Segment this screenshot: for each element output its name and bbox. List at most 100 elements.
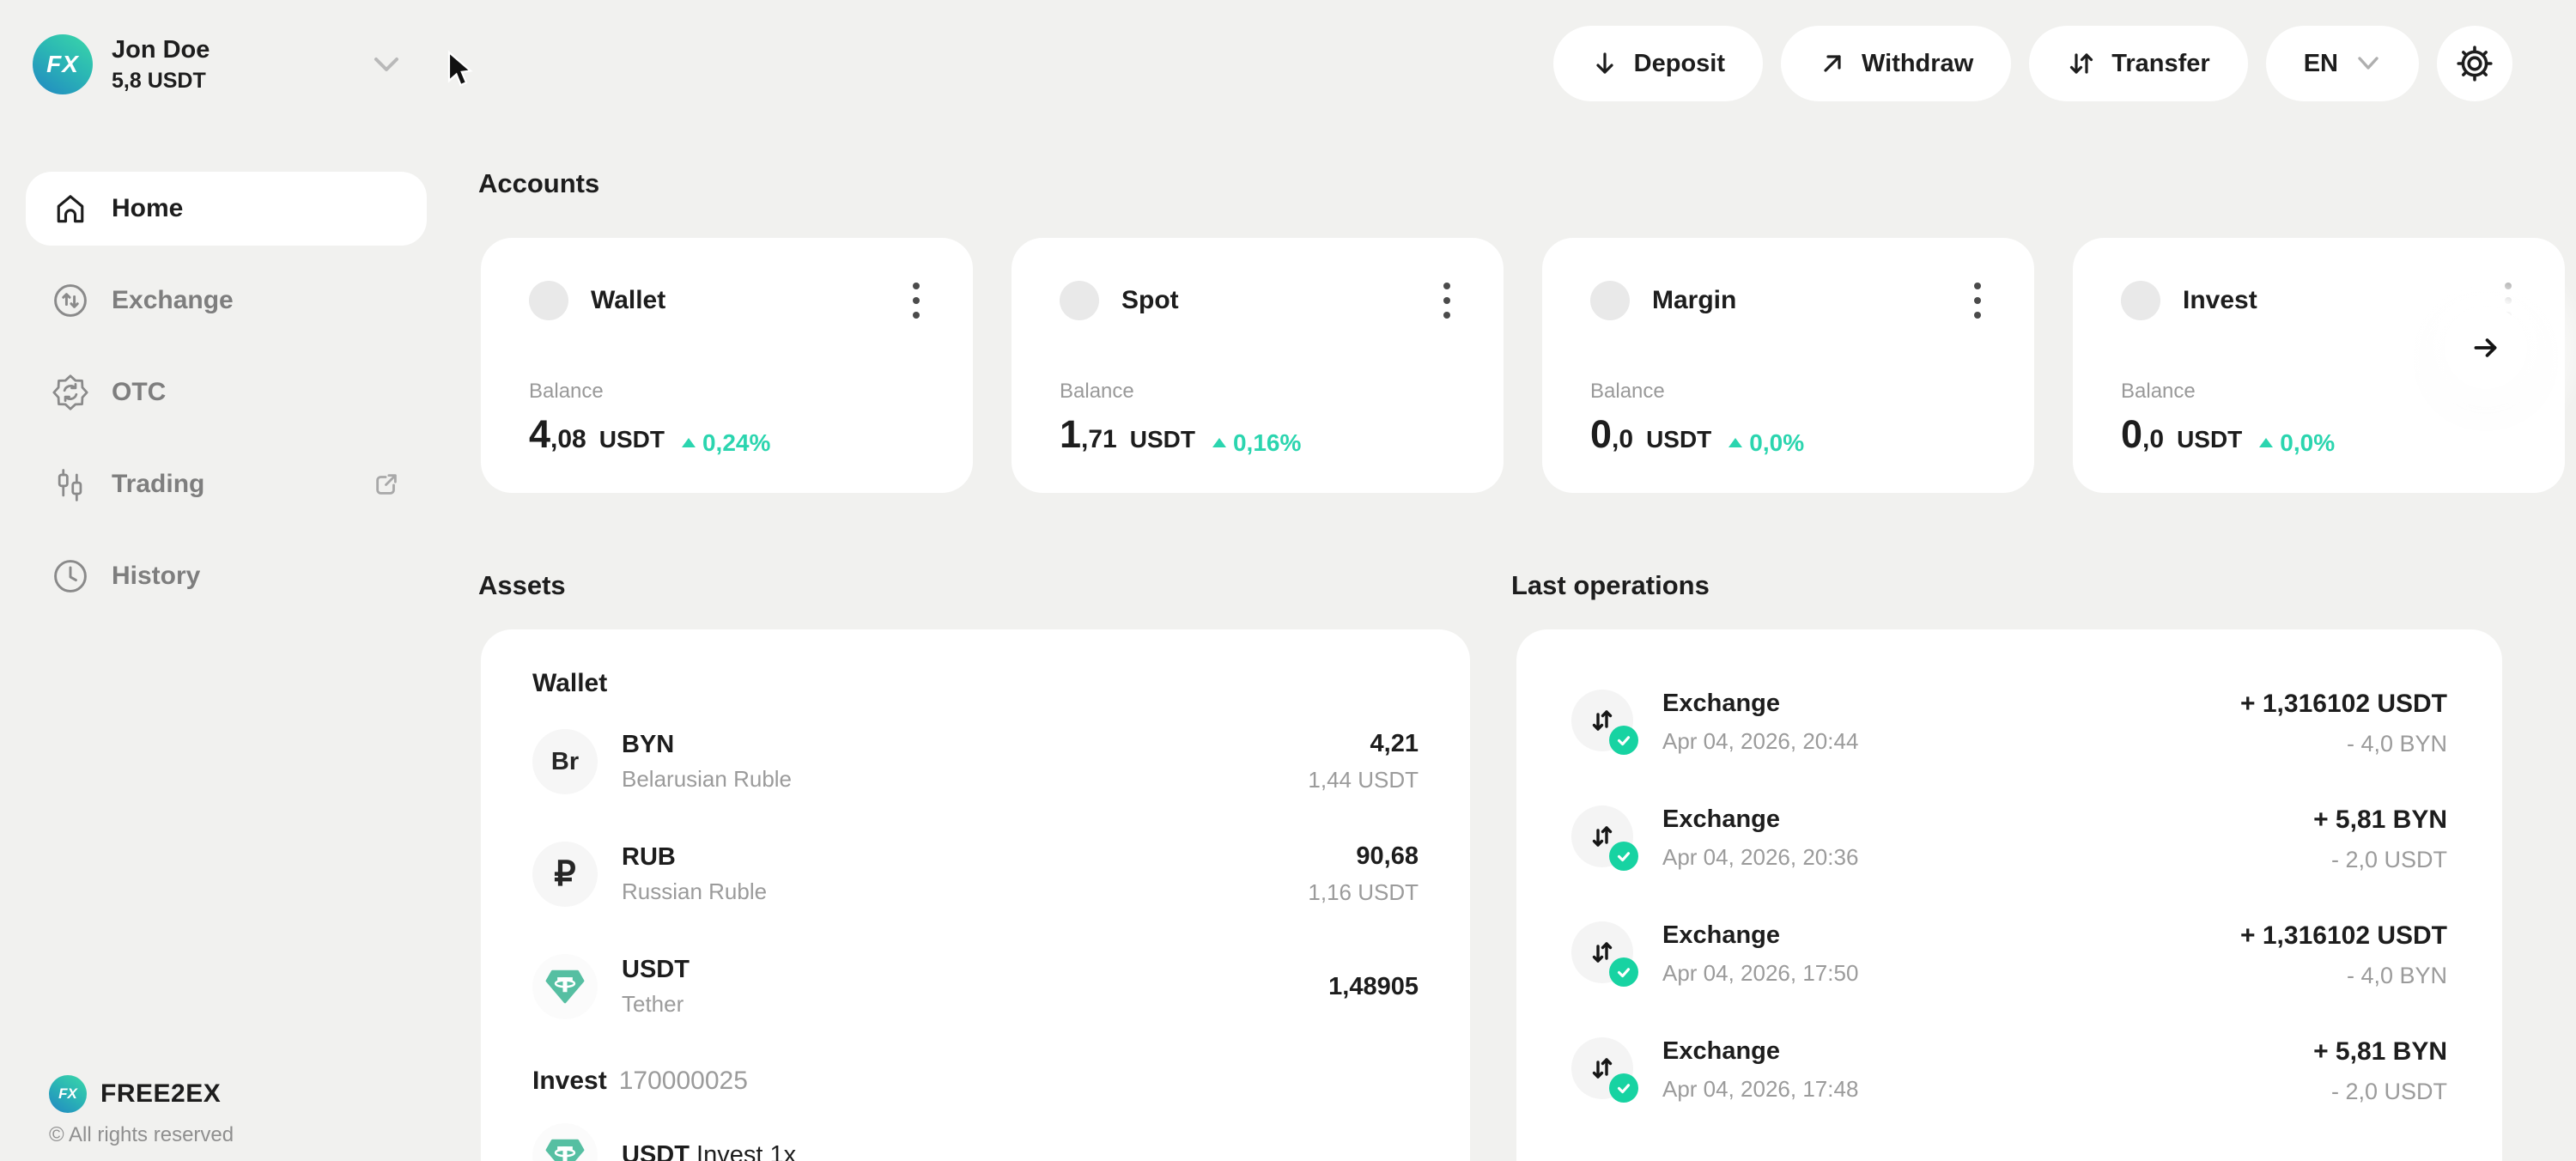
balance-change: 0,16%: [1232, 429, 1302, 456]
operation-type: Exchange: [1662, 921, 1780, 949]
operation-row[interactable]: Exchange Apr 04, 2026, 20:44 + 1,316102 …: [1571, 690, 2447, 757]
account-card-title: Spot: [1121, 286, 1179, 314]
tether-icon: [532, 954, 598, 1019]
balance-label: Balance: [529, 380, 604, 403]
language-selector[interactable]: EN: [2265, 26, 2419, 101]
asset-row-usdt-invest[interactable]: USDT Invest 1x 0,0: [532, 1121, 1419, 1161]
settings-button[interactable]: [2437, 26, 2512, 101]
operation-row[interactable]: Exchange Apr 04, 2026, 17:50 + 1,316102 …: [1571, 921, 2447, 989]
rub-currency-icon: ₽: [532, 842, 598, 907]
success-check-icon: [1609, 1073, 1638, 1103]
invest-group-title: Invest: [532, 1067, 607, 1095]
asset-usdt-value: 1,44 USDT: [1308, 767, 1419, 793]
header-actions: Deposit Withdraw Transfer EN: [1552, 26, 2512, 101]
deposit-button[interactable]: Deposit: [1552, 26, 1764, 101]
balance-dec: ,0: [2142, 425, 2165, 453]
withdraw-button[interactable]: Withdraw: [1781, 26, 2012, 101]
user-balance: 5,8 USDT: [112, 69, 206, 93]
sidebar-item-otc[interactable]: OTC: [26, 356, 427, 429]
operation-credit: + 1,316102 USDT: [2240, 921, 2447, 950]
asset-row-byn[interactable]: Br BYN Belarusian Ruble 4,21 1,44 USDT: [532, 729, 1419, 794]
user-name: Jon Doe: [112, 36, 210, 64]
account-card-wallet[interactable]: Wallet Balance 4 ,08 USDT 0,24%: [481, 238, 973, 493]
home-icon: [57, 195, 84, 223]
sidebar-item-label: Trading: [112, 470, 205, 498]
account-avatar: [1060, 281, 1099, 320]
operation-debit: - 4,0 BYN: [2346, 963, 2447, 988]
avatar-label: FX: [46, 51, 79, 77]
sidebar-item-label: Home: [112, 194, 184, 222]
sidebar-item-home[interactable]: Home: [26, 172, 427, 246]
kebab-menu-icon[interactable]: [908, 277, 925, 324]
balance-currency: USDT: [1129, 426, 1195, 453]
operation-debit: - 4,0 BYN: [2346, 731, 2447, 757]
candlestick-icon: [58, 469, 82, 501]
carousel-next-button[interactable]: [2385, 246, 2576, 449]
exchange-operation-icon: [1571, 690, 1638, 755]
asset-row-usdt[interactable]: USDT Tether 1,48905: [532, 954, 1419, 1019]
account-avatar: [2121, 281, 2160, 320]
operation-row[interactable]: Exchange Apr 04, 2026, 20:36 + 5,81 BYN …: [1571, 805, 2447, 873]
sidebar-item-exchange[interactable]: Exchange: [26, 264, 427, 337]
account-card-margin[interactable]: Margin Balance 0 ,0 USDT 0,0%: [1542, 238, 2034, 493]
byn-symbol: Br: [550, 747, 580, 775]
arrow-down-icon: [1596, 52, 1613, 74]
deposit-label: Deposit: [1633, 49, 1726, 77]
rub-symbol: ₽: [554, 855, 576, 893]
chevron-down-icon[interactable]: [369, 54, 404, 75]
invest-group-id: 170000025: [618, 1067, 748, 1095]
operations-title: Last operations: [1511, 570, 1710, 600]
sidebar-item-history[interactable]: History: [26, 539, 427, 613]
account-card-title: Margin: [1652, 286, 1737, 314]
asset-amount: 1,48905: [1328, 972, 1419, 1000]
asset-row-rub[interactable]: ₽ RUB Russian Ruble 90,68 1,16 USDT: [532, 842, 1419, 907]
account-card-spot[interactable]: Spot Balance 1 ,71 USDT 0,16%: [1012, 238, 1504, 493]
transfer-button[interactable]: Transfer: [2029, 26, 2248, 101]
tether-icon: [532, 1122, 598, 1161]
transfer-arrows-icon: [2070, 53, 2093, 74]
exchange-operation-icon: [1571, 1037, 1638, 1103]
balance-change: 0,0%: [2280, 429, 2336, 456]
arrow-up-right-icon: [1824, 55, 1841, 72]
user-menu[interactable]: FX Jon Doe 5,8 USDT: [33, 34, 404, 94]
account-cards-row: Wallet Balance 4 ,08 USDT 0,24% Spot Bal…: [481, 238, 2565, 493]
triangle-up-icon: [1212, 438, 1226, 447]
copyright-text: © All rights reserved: [49, 1123, 234, 1146]
balance-dec: ,0: [1612, 425, 1634, 453]
balance-int: 1: [1060, 412, 1082, 456]
exchange-operation-icon: [1571, 805, 1638, 871]
triangle-up-icon: [1728, 438, 1743, 447]
balance-int: 0: [2121, 412, 2143, 456]
operation-credit: + 5,81 BYN: [2313, 805, 2447, 834]
byn-currency-icon: Br: [532, 729, 598, 794]
balance-int: 4: [529, 412, 551, 456]
invest-suffix: Invest 1x: [689, 1141, 797, 1161]
triangle-up-icon: [681, 438, 696, 447]
external-link-icon: [376, 474, 397, 495]
balance-currency: USDT: [2177, 426, 2243, 453]
clock-icon: [54, 560, 87, 593]
kebab-menu-icon[interactable]: [1969, 277, 1986, 324]
operation-credit: + 5,81 BYN: [2313, 1037, 2447, 1066]
exchange-circle-icon: [54, 284, 87, 317]
sidebar-item-label: History: [112, 562, 201, 590]
sidebar-footer: FX FREE2EX © All rights reserved: [49, 1075, 234, 1147]
chevron-down-icon: [2358, 57, 2379, 70]
gear-icon: [2457, 46, 2493, 82]
mouse-cursor: [447, 50, 473, 87]
balance-dec: ,71: [1081, 425, 1117, 453]
kebab-menu-icon[interactable]: [1438, 277, 1455, 324]
sidebar-item-trading[interactable]: Trading: [26, 447, 427, 521]
operation-date: Apr 04, 2026, 20:44: [1662, 728, 1859, 754]
transfer-label: Transfer: [2111, 49, 2210, 77]
brand-logo-text: FX: [58, 1085, 77, 1102]
asset-amount: 4,21: [1370, 730, 1419, 757]
exchange-operation-icon: [1571, 921, 1638, 987]
operation-debit: - 2,0 USDT: [2330, 1079, 2447, 1104]
success-check-icon: [1609, 957, 1638, 987]
balance-change: 0,24%: [702, 429, 771, 456]
operation-row[interactable]: Exchange Apr 04, 2026, 17:48 + 5,81 BYN …: [1571, 1037, 2447, 1105]
asset-name: Belarusian Ruble: [622, 766, 793, 792]
invest-code: USDT: [622, 1141, 690, 1161]
balance-dec: ,08: [550, 425, 586, 453]
